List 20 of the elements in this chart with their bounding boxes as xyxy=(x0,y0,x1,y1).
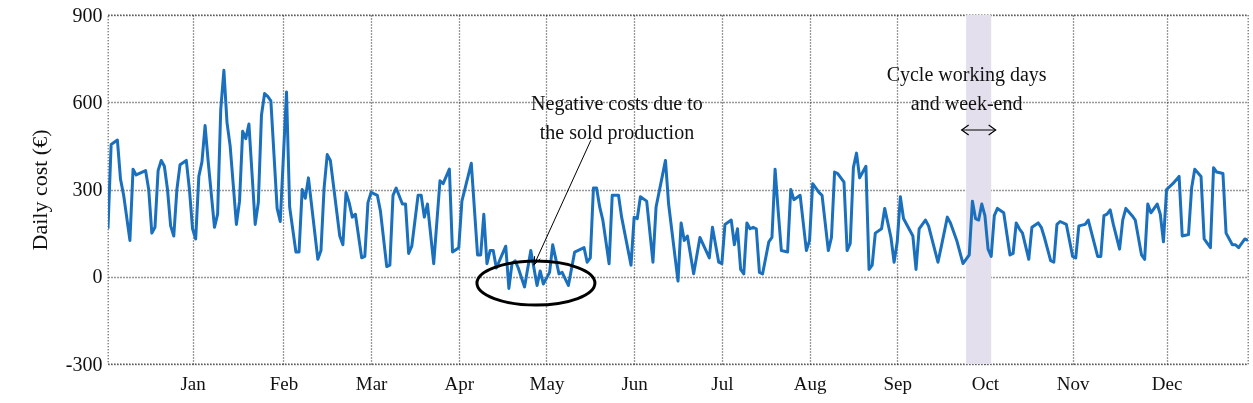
x-tick-label: Oct xyxy=(971,372,1000,394)
annotation: Negative costs due to the sold production xyxy=(531,92,703,145)
x-tick-label: Sep xyxy=(883,372,912,394)
x-tick-label: Jan xyxy=(180,372,207,394)
x-tick-label: Nov xyxy=(1056,372,1090,394)
annotation: Cycle working days and week-end xyxy=(886,63,1047,114)
x-tick-label: Aug xyxy=(793,372,827,394)
x-tick-label: May xyxy=(529,372,565,394)
y-tick-label: -300 xyxy=(65,352,103,375)
x-tick-label: Apr xyxy=(444,372,475,394)
x-tick-label: Mar xyxy=(355,372,389,394)
y-tick-label: 0 xyxy=(92,265,103,288)
y-tick-label: 600 xyxy=(72,90,103,113)
x-tick-label: Dec xyxy=(1151,372,1183,394)
y-axis-title: Daily cost (€) xyxy=(26,129,52,251)
x-tick-label: Jun xyxy=(621,372,649,394)
y-tick-label: 300 xyxy=(72,178,103,200)
y-tick-label: 900 xyxy=(72,3,103,26)
x-tick-label: Feb xyxy=(269,372,299,394)
x-tick-label: Jul xyxy=(711,372,734,394)
